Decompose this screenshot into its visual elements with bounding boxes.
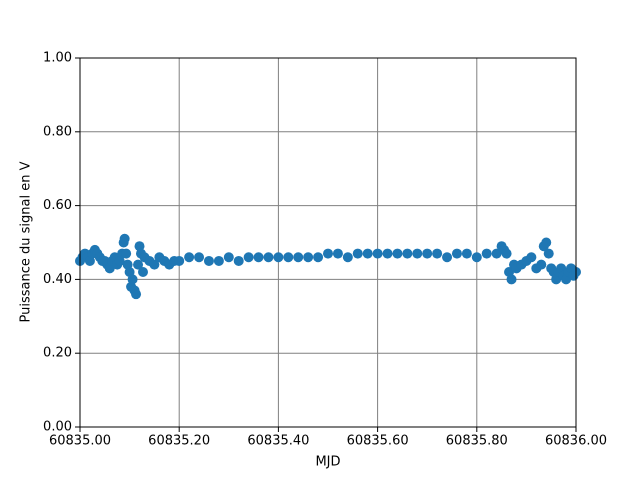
y-tick-label: 1.00	[43, 51, 72, 66]
point	[422, 248, 433, 259]
y-tick-label: 0.80	[43, 124, 72, 139]
point	[501, 248, 512, 259]
point	[481, 248, 492, 259]
point	[526, 252, 537, 263]
point	[412, 248, 423, 259]
point	[273, 252, 284, 263]
point	[233, 255, 244, 266]
point	[342, 252, 353, 263]
point	[461, 248, 472, 259]
point	[491, 248, 502, 259]
point	[432, 248, 443, 259]
point	[293, 252, 304, 263]
point	[223, 252, 234, 263]
point	[263, 252, 274, 263]
point	[121, 248, 132, 259]
x-tick-label: 60835.60	[347, 434, 409, 449]
y-axis-label: Puissance du signal en V	[19, 161, 34, 322]
point	[506, 274, 517, 285]
x-tick-label: 60835.00	[49, 434, 111, 449]
point	[392, 248, 403, 259]
point	[194, 252, 205, 263]
point	[313, 252, 324, 263]
point	[372, 248, 383, 259]
point	[362, 248, 373, 259]
point	[283, 252, 294, 263]
point	[203, 255, 214, 266]
point	[243, 252, 254, 263]
point	[303, 252, 314, 263]
x-tick-label: 60835.80	[446, 434, 508, 449]
point	[119, 233, 130, 244]
point	[352, 248, 363, 259]
point	[402, 248, 413, 259]
point	[332, 248, 343, 259]
plot-frame	[79, 57, 577, 428]
y-tick-label: 0.00	[43, 420, 72, 435]
point	[174, 255, 185, 266]
y-tick-label: 0.20	[43, 346, 72, 361]
point	[471, 252, 482, 263]
point	[451, 248, 462, 259]
point	[323, 248, 333, 259]
point	[253, 252, 264, 263]
point	[536, 259, 547, 270]
x-tick-label: 60836.00	[545, 434, 607, 449]
point	[184, 252, 195, 263]
point	[541, 237, 552, 248]
x-axis-label: MJD	[315, 455, 340, 470]
point	[149, 259, 160, 270]
x-tick-label: 60835.40	[247, 434, 309, 449]
point	[543, 248, 554, 259]
point	[133, 259, 144, 270]
point	[213, 255, 224, 266]
y-tick-label: 0.60	[43, 198, 72, 213]
y-tick-label: 0.40	[43, 272, 72, 287]
point	[131, 289, 142, 300]
x-tick-label: 60835.20	[148, 434, 210, 449]
point	[137, 267, 148, 278]
point	[127, 274, 138, 285]
point	[442, 252, 453, 263]
point	[382, 248, 393, 259]
